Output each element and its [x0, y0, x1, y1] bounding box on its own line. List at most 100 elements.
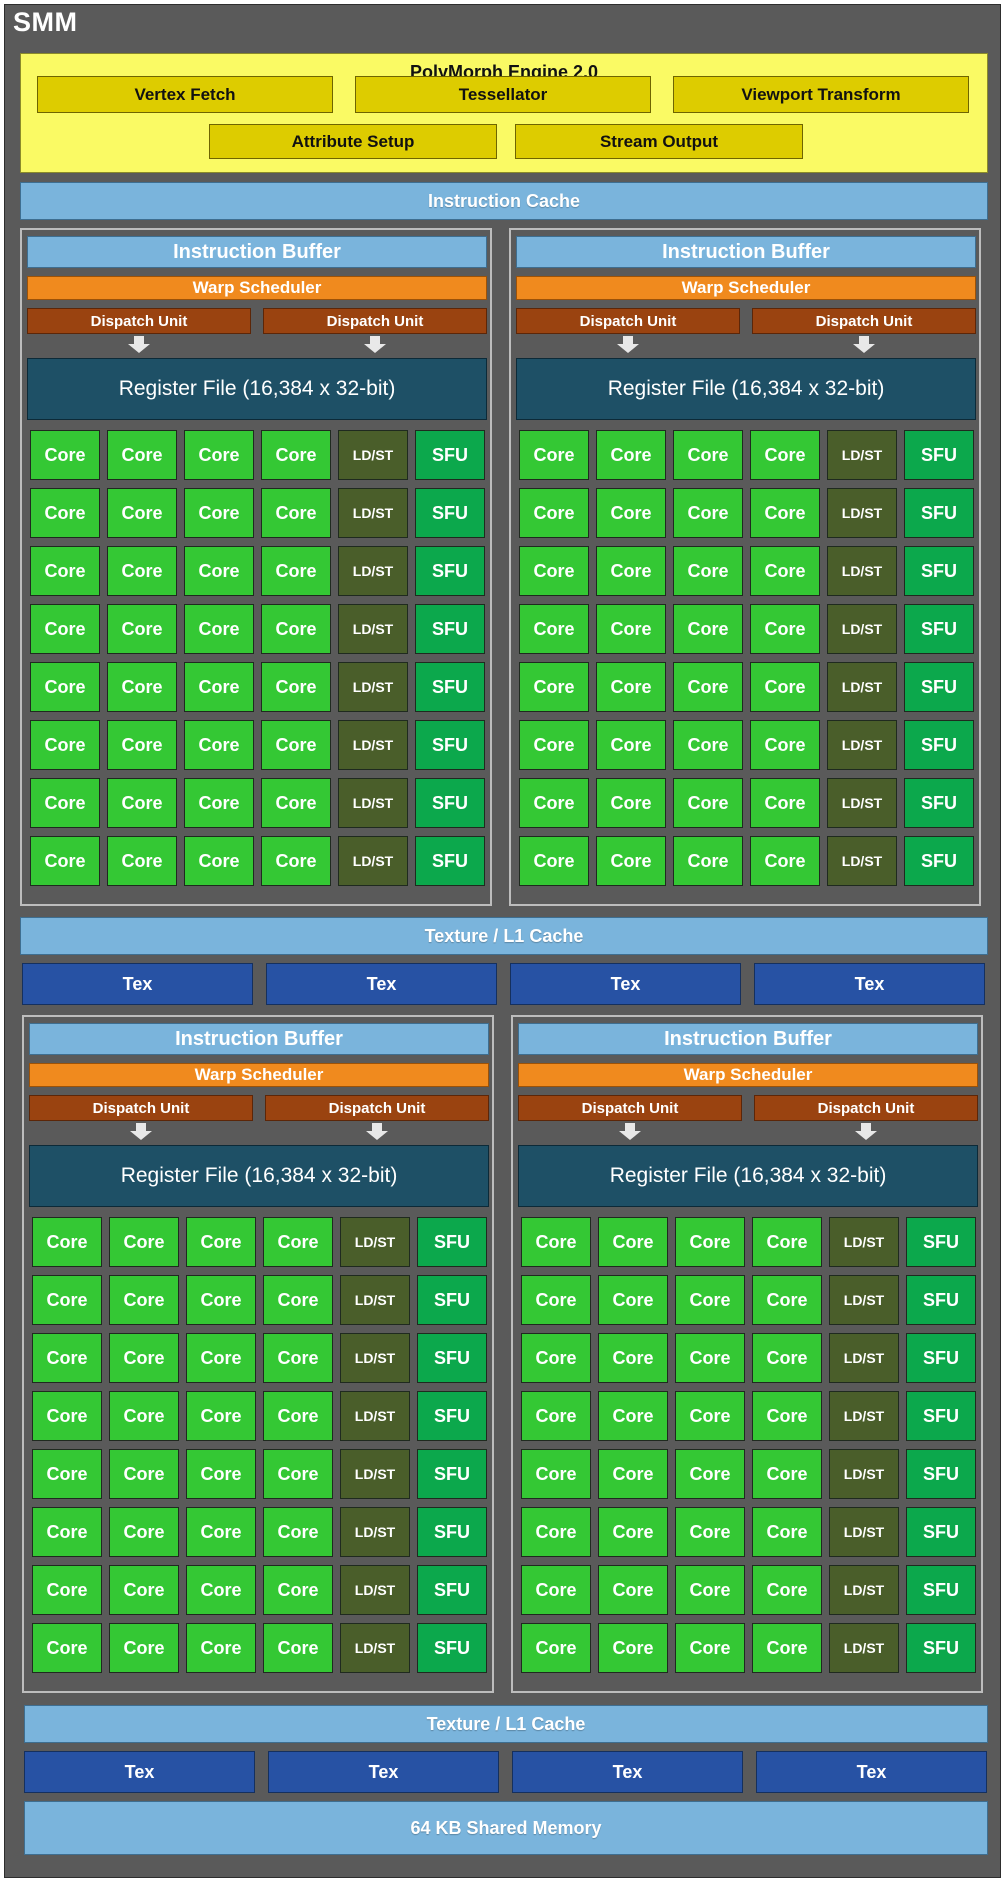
sfu-unit: SFU — [906, 1507, 976, 1557]
core-unit: Core — [109, 1275, 179, 1325]
sm-quadrant: Instruction Buffer Warp Scheduler Dispatch… — [511, 1015, 983, 1693]
core-unit: Core — [32, 1623, 102, 1673]
sm-quadrant: Instruction Buffer Warp Scheduler Dispatch… — [20, 228, 492, 906]
core-unit: Core — [32, 1449, 102, 1499]
core-unit: Core — [675, 1391, 745, 1441]
core-unit: Core — [519, 662, 589, 712]
core-unit: Core — [521, 1565, 591, 1615]
core-unit: Core — [675, 1333, 745, 1383]
dispatch-unit: Dispatch Unit — [263, 308, 487, 334]
tex-unit: Tex — [266, 963, 497, 1005]
ldst-unit: LD/ST — [827, 604, 897, 654]
sfu-unit: SFU — [906, 1565, 976, 1615]
sfu-unit: SFU — [415, 720, 485, 770]
tex-unit: Tex — [22, 963, 253, 1005]
core-unit: Core — [263, 1449, 333, 1499]
core-unit: Core — [675, 1565, 745, 1615]
ldst-unit: LD/ST — [340, 1449, 410, 1499]
sfu-unit: SFU — [417, 1217, 487, 1267]
ldst-unit: LD/ST — [829, 1217, 899, 1267]
ldst-unit: LD/ST — [340, 1217, 410, 1267]
core-unit: Core — [107, 662, 177, 712]
sfu-unit: SFU — [904, 604, 974, 654]
sfu-unit: SFU — [906, 1217, 976, 1267]
sfu-unit: SFU — [417, 1623, 487, 1673]
core-unit: Core — [30, 720, 100, 770]
core-unit: Core — [521, 1623, 591, 1673]
sfu-unit: SFU — [904, 778, 974, 828]
sfu-unit: SFU — [906, 1449, 976, 1499]
warp-scheduler: Warp Scheduler — [516, 276, 976, 300]
core-unit: Core — [752, 1507, 822, 1557]
core-unit: Core — [263, 1507, 333, 1557]
core-unit: Core — [752, 1333, 822, 1383]
down-arrow-icon — [130, 1123, 152, 1140]
core-unit: Core — [186, 1623, 256, 1673]
smm-diagram: SMM PolyMorph Engine 2.0 Vertex Fetch Te… — [4, 4, 1001, 1878]
core-unit: Core — [32, 1275, 102, 1325]
down-arrow-icon — [366, 1123, 388, 1140]
ldst-unit: LD/ST — [827, 778, 897, 828]
core-unit: Core — [673, 720, 743, 770]
core-unit: Core — [263, 1333, 333, 1383]
ldst-unit: LD/ST — [827, 836, 897, 886]
core-unit: Core — [598, 1507, 668, 1557]
register-file: Register File (16,384 x 32-bit) — [27, 358, 487, 420]
texture-l1-cache-bottom: Texture / L1 Cache — [24, 1705, 988, 1743]
ldst-unit: LD/ST — [340, 1391, 410, 1441]
core-unit: Core — [519, 778, 589, 828]
core-unit: Core — [750, 836, 820, 886]
core-unit: Core — [598, 1333, 668, 1383]
ldst-unit: LD/ST — [340, 1333, 410, 1383]
core-unit: Core — [521, 1507, 591, 1557]
sfu-unit: SFU — [417, 1565, 487, 1615]
core-unit: Core — [675, 1507, 745, 1557]
shared-memory: 64 KB Shared Memory — [24, 1801, 988, 1855]
tex-unit: Tex — [268, 1751, 499, 1793]
core-unit: Core — [519, 488, 589, 538]
down-arrow-icon — [853, 336, 875, 353]
core-unit: Core — [519, 430, 589, 480]
ldst-unit: LD/ST — [338, 488, 408, 538]
core-unit: Core — [752, 1275, 822, 1325]
core-unit: Core — [752, 1391, 822, 1441]
core-unit: Core — [752, 1565, 822, 1615]
register-file: Register File (16,384 x 32-bit) — [516, 358, 976, 420]
tex-unit: Tex — [510, 963, 741, 1005]
core-unit: Core — [519, 836, 589, 886]
core-unit: Core — [596, 778, 666, 828]
ldst-unit: LD/ST — [340, 1507, 410, 1557]
ldst-unit: LD/ST — [338, 546, 408, 596]
core-unit: Core — [184, 720, 254, 770]
core-unit: Core — [598, 1275, 668, 1325]
core-unit: Core — [32, 1333, 102, 1383]
dispatch-unit: Dispatch Unit — [754, 1095, 978, 1121]
core-unit: Core — [107, 546, 177, 596]
sfu-unit: SFU — [906, 1333, 976, 1383]
core-unit: Core — [673, 604, 743, 654]
ldst-unit: LD/ST — [829, 1333, 899, 1383]
core-unit: Core — [752, 1623, 822, 1673]
warp-scheduler: Warp Scheduler — [29, 1063, 489, 1087]
core-unit: Core — [750, 604, 820, 654]
core-unit: Core — [596, 430, 666, 480]
core-unit: Core — [750, 720, 820, 770]
sfu-unit: SFU — [906, 1391, 976, 1441]
core-unit: Core — [109, 1333, 179, 1383]
tex-unit: Tex — [512, 1751, 743, 1793]
dispatch-unit: Dispatch Unit — [518, 1095, 742, 1121]
polymorph-engine: PolyMorph Engine 2.0 Vertex Fetch Tessel… — [20, 53, 988, 173]
core-unit: Core — [752, 1217, 822, 1267]
core-unit: Core — [261, 604, 331, 654]
sfu-unit: SFU — [904, 720, 974, 770]
sfu-unit: SFU — [906, 1275, 976, 1325]
sfu-unit: SFU — [415, 604, 485, 654]
viewport-transform-unit: Viewport Transform — [673, 76, 969, 113]
core-unit: Core — [186, 1217, 256, 1267]
core-unit: Core — [263, 1623, 333, 1673]
ldst-unit: LD/ST — [827, 720, 897, 770]
ldst-unit: LD/ST — [827, 430, 897, 480]
dispatch-unit: Dispatch Unit — [752, 308, 976, 334]
core-unit: Core — [263, 1217, 333, 1267]
core-unit: Core — [596, 836, 666, 886]
